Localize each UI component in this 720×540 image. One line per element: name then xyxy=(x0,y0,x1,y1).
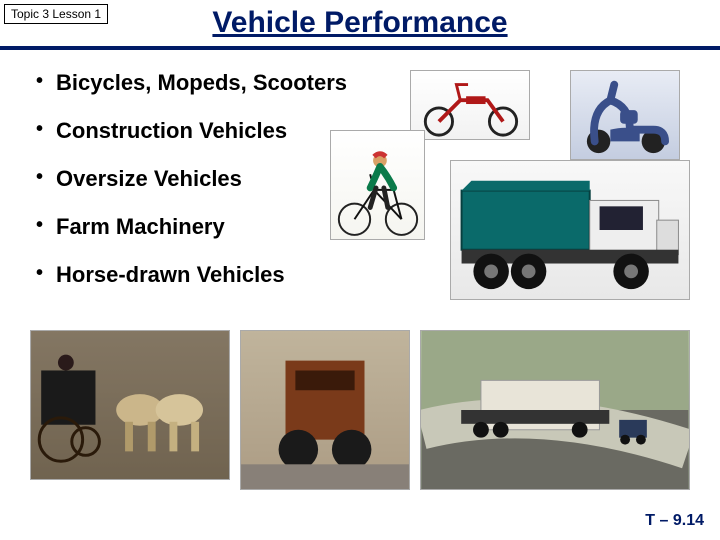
image-construction-vehicle xyxy=(240,330,410,490)
image-scooter xyxy=(570,70,680,160)
image-dumptruck xyxy=(450,160,690,300)
image-horse-carriage xyxy=(30,330,230,480)
image-cyclist xyxy=(330,130,425,240)
footer-page-ref: T – 9.14 xyxy=(645,512,704,530)
image-oversize-load xyxy=(420,330,690,490)
topic-tag: Topic 3 Lesson 1 xyxy=(4,4,108,24)
image-moped xyxy=(410,70,530,140)
